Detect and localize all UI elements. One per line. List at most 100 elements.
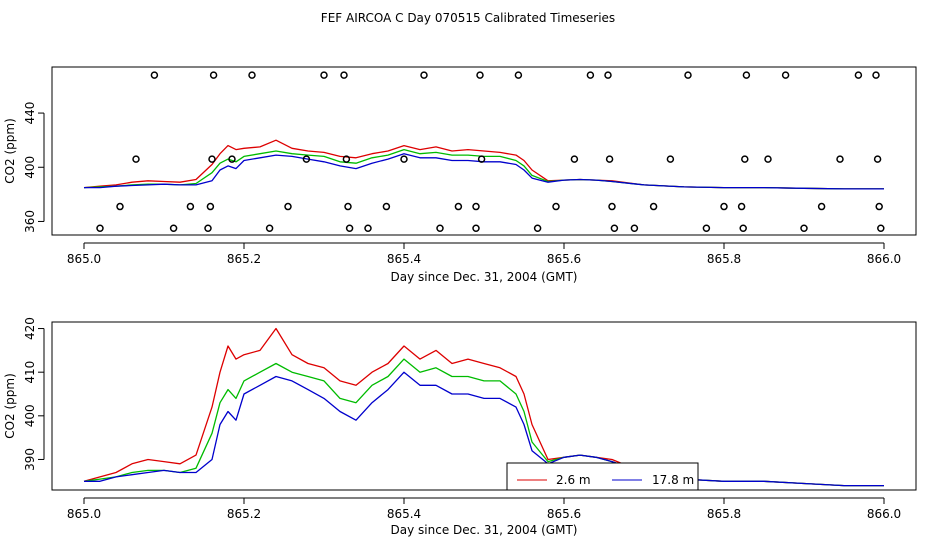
y-tick-label: 400 <box>23 404 37 427</box>
y-axis-title-top: CO2 (ppm) <box>3 118 17 184</box>
calibration-point <box>265 224 274 232</box>
calibration-point <box>116 202 124 211</box>
x-axis-bottom: 865.0 865.2 865.4 865.6 865.8 866.0 <box>67 497 901 521</box>
y-tick-label: 420 <box>23 317 37 340</box>
y-tick-label: 390 <box>23 448 37 471</box>
calibration-point <box>514 71 523 79</box>
calibration-point <box>208 155 216 163</box>
panel-top: 865.0 865.2 865.4 865.6 865.8 866.0 360 400 440… <box>3 66 917 284</box>
calibration-point <box>169 224 178 232</box>
y-tick-label: 440 <box>23 102 37 125</box>
calibration-point <box>204 224 212 232</box>
calibration-point <box>320 71 328 79</box>
calibration-point <box>533 224 542 232</box>
calibration-point <box>345 224 354 232</box>
calibration-points <box>96 71 885 232</box>
y-tick-label: 400 <box>23 156 37 179</box>
x-tick-label: 865.4 <box>387 507 421 521</box>
x-tick-label: 865.4 <box>387 252 421 266</box>
x-tick-label: 865.8 <box>707 507 741 521</box>
calibration-point <box>610 224 619 232</box>
plot-frame-bottom <box>51 321 917 491</box>
calibration-point <box>666 155 675 163</box>
calibration-point <box>400 155 408 163</box>
plot-frame-top <box>51 66 917 236</box>
calibration-point <box>742 71 751 79</box>
calibration-point <box>552 202 560 211</box>
calibration-point <box>472 202 480 211</box>
calibration-point <box>605 155 614 163</box>
x-tick-label: 865.0 <box>67 507 101 521</box>
y-axis-bottom: 390 400 410 420 <box>23 317 45 471</box>
x-axis-title-top: Day since Dec. 31, 2004 (GMT) <box>391 270 578 284</box>
calibration-point <box>836 155 844 163</box>
calibration-point <box>150 71 159 79</box>
x-axis-top: 865.0 865.2 865.4 865.6 865.8 866.0 <box>67 242 901 266</box>
series-line-2-6-m <box>83 139 884 190</box>
panel-bottom: 865.0 865.2 865.4 865.6 865.8 866.0 390 400 410… <box>3 317 917 537</box>
series-line-17-8-m <box>84 371 884 487</box>
y-tick-label: 360 <box>23 210 37 233</box>
y-tick-label: 410 <box>23 361 37 384</box>
calibration-point <box>472 224 480 232</box>
calibration-point <box>454 202 463 211</box>
calibration-point <box>186 202 195 211</box>
calibration-point <box>764 155 772 163</box>
calibration-point <box>649 202 658 211</box>
calibration-point <box>436 224 444 232</box>
calibration-point <box>684 71 692 79</box>
x-tick-label: 865.6 <box>547 507 581 521</box>
calibration-point <box>96 224 104 232</box>
calibration-point <box>720 202 728 211</box>
series-group-bottom <box>83 327 884 487</box>
calibration-point <box>800 224 808 232</box>
x-tick-label: 866.0 <box>867 507 901 521</box>
x-tick-label: 865.8 <box>707 252 741 266</box>
calibration-point <box>854 71 863 79</box>
legend: 2.6 m 17.8 m <box>506 462 699 491</box>
calibration-point <box>817 202 826 211</box>
x-tick-label: 865.6 <box>547 252 581 266</box>
calibration-point <box>630 224 639 232</box>
calibration-point <box>420 71 428 79</box>
calibration-point <box>872 71 880 79</box>
calibration-point <box>132 155 140 163</box>
calibration-point <box>340 71 348 79</box>
calibration-point <box>382 202 391 211</box>
series-line-17-8-m <box>84 153 884 190</box>
calibration-point <box>739 224 747 232</box>
y-axis-top: 360 400 440 <box>23 102 45 233</box>
chart-title: FEF AIRCOA C Day 070515 Calibrated Times… <box>321 11 615 25</box>
calibration-point <box>344 202 352 211</box>
calibration-point <box>248 71 256 79</box>
series-line-2-6-m <box>83 327 884 487</box>
calibration-point <box>364 224 372 232</box>
calibration-point <box>608 202 616 211</box>
calibration-point <box>737 202 746 211</box>
calibration-point <box>284 202 292 211</box>
calibration-point <box>476 71 484 79</box>
calibration-point <box>741 155 749 163</box>
x-tick-label: 866.0 <box>867 252 901 266</box>
calibration-point <box>228 155 236 163</box>
x-tick-label: 865.2 <box>227 252 261 266</box>
calibration-point <box>209 71 218 79</box>
calibration-point <box>570 155 579 163</box>
calibration-point <box>604 71 612 79</box>
calibration-point <box>702 224 711 232</box>
x-tick-label: 865.2 <box>227 507 261 521</box>
y-axis-title-bottom: CO2 (ppm) <box>3 373 17 439</box>
calibration-point <box>877 224 885 232</box>
x-axis-title-bottom: Day since Dec. 31, 2004 (GMT) <box>391 523 578 537</box>
calibration-point <box>477 155 486 163</box>
calibration-point <box>873 155 882 163</box>
calibration-point <box>875 202 883 211</box>
calibration-point <box>586 71 595 79</box>
calibration-point <box>342 155 351 163</box>
x-tick-label: 865.0 <box>67 252 101 266</box>
legend-label-red: 2.6 m <box>556 473 591 487</box>
series-group-top <box>83 139 884 190</box>
calibration-point <box>206 202 215 211</box>
legend-box <box>506 462 699 491</box>
